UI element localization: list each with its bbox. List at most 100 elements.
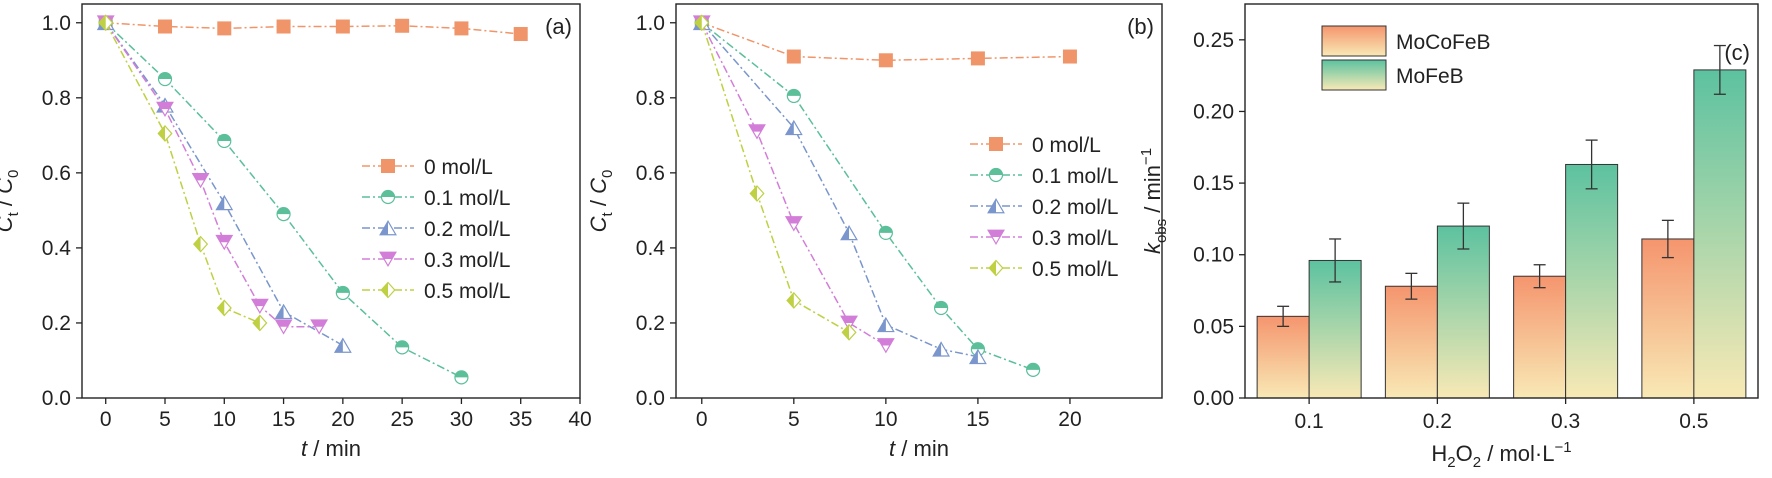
y-axis-label: Ct / C0 bbox=[586, 170, 616, 233]
data-point bbox=[784, 216, 803, 232]
legend-label: 0.2 mol/L bbox=[424, 218, 510, 241]
data-point bbox=[98, 14, 114, 32]
legend-label: 0.5 mol/L bbox=[1032, 258, 1118, 281]
x-tick-label: 40 bbox=[568, 408, 591, 431]
y-axis-label-sub: t bbox=[5, 211, 22, 216]
y-axis-label-mid: / bbox=[586, 194, 611, 212]
bar bbox=[1641, 238, 1695, 399]
x-tick-label: 35 bbox=[509, 408, 532, 431]
bar bbox=[1436, 225, 1490, 399]
x-tick-label: 0.2 bbox=[1423, 410, 1452, 433]
x-tick-label: 5 bbox=[159, 408, 171, 431]
panel-label: (c) bbox=[1724, 40, 1750, 65]
data-point bbox=[158, 19, 172, 34]
data-point bbox=[193, 235, 209, 253]
data-point bbox=[250, 298, 269, 315]
legend-marker bbox=[987, 198, 1005, 214]
panel-label: (b) bbox=[1127, 14, 1154, 39]
legend: MoCoFeB MoFeB bbox=[1321, 25, 1491, 91]
legend-marker bbox=[380, 189, 396, 205]
y-axis-label-sub: t bbox=[599, 211, 616, 216]
data-point bbox=[841, 323, 857, 341]
y-tick-label: 0.10 bbox=[1193, 244, 1234, 267]
data-point bbox=[933, 300, 949, 316]
y-axis-label-var: C bbox=[0, 216, 17, 232]
data-point bbox=[191, 173, 210, 189]
legend-swatch bbox=[1321, 59, 1387, 91]
data-point bbox=[513, 27, 528, 42]
y-tick-label: 0.0 bbox=[636, 387, 665, 410]
data-point bbox=[310, 319, 329, 335]
series-4 bbox=[694, 14, 857, 341]
y-tick-label: 0.15 bbox=[1193, 172, 1234, 195]
data-point bbox=[876, 338, 895, 354]
data-point bbox=[786, 292, 802, 309]
y-axis-label-sub2: 0 bbox=[599, 170, 616, 178]
x-axis-label-unit: / min bbox=[895, 436, 949, 461]
panel-label: (a) bbox=[545, 14, 572, 39]
y-axis-label-sup: −1 bbox=[1138, 148, 1155, 165]
series-1 bbox=[694, 15, 1041, 377]
bar bbox=[1565, 163, 1619, 399]
x-axis-label-var: t bbox=[301, 436, 308, 461]
x-tick-label: 0 bbox=[696, 408, 708, 431]
x-tick-label: 15 bbox=[272, 408, 295, 431]
x-axis-label: H2O2 / mol·L−1 bbox=[1431, 439, 1571, 471]
x-tick-label: 20 bbox=[331, 408, 354, 431]
y-tick-label: 0.20 bbox=[1193, 100, 1234, 123]
y-tick-label: 0.8 bbox=[42, 87, 71, 110]
series-line bbox=[701, 22, 887, 347]
data-point bbox=[840, 315, 858, 331]
series-4 bbox=[98, 14, 268, 332]
bar bbox=[1513, 275, 1567, 399]
chart-panel-c: 0.1 0.2 0.3 0.50.000.050.100.150.200.25H2O2… bbox=[1138, 3, 1759, 471]
data-point bbox=[748, 124, 766, 140]
data-point bbox=[215, 194, 234, 211]
x-tick-label: 0.1 bbox=[1295, 410, 1324, 433]
data-point bbox=[274, 303, 293, 320]
legend-marker bbox=[379, 220, 397, 236]
x-axis-label: t / min bbox=[301, 436, 361, 461]
x-axis-label-h: H bbox=[1431, 441, 1447, 466]
x-axis-label-unit: / mol·L bbox=[1481, 441, 1554, 466]
y-tick-label: 0.05 bbox=[1193, 315, 1234, 338]
data-point bbox=[840, 224, 858, 241]
data-point bbox=[157, 125, 173, 142]
y-tick-label: 0.2 bbox=[42, 312, 71, 335]
legend-label: 0.5 mol/L bbox=[424, 280, 510, 303]
legend-label: MoFeB bbox=[1396, 65, 1464, 88]
series-line bbox=[105, 22, 521, 35]
y-axis-label: kobs / min−1 bbox=[1138, 148, 1170, 254]
x-axis-label-sup: −1 bbox=[1554, 439, 1571, 456]
data-point bbox=[217, 21, 232, 36]
y-axis-label-mid: / bbox=[0, 194, 17, 212]
x-axis-label-unit: / min bbox=[307, 436, 361, 461]
legend-label: 0.2 mol/L bbox=[1032, 196, 1118, 219]
data-point bbox=[276, 207, 291, 222]
x-tick-label: 30 bbox=[450, 408, 473, 431]
series-line bbox=[701, 22, 1070, 62]
series-3 bbox=[96, 15, 329, 335]
legend-label: 0.1 mol/L bbox=[1032, 165, 1118, 188]
x-tick-label: 25 bbox=[390, 408, 413, 431]
x-axis-label-osub: 2 bbox=[1473, 454, 1481, 471]
data-point bbox=[1026, 362, 1041, 377]
plot-frame bbox=[675, 3, 1163, 399]
series-line bbox=[105, 22, 344, 347]
data-point bbox=[274, 319, 293, 335]
series-0 bbox=[694, 15, 1077, 68]
x-tick-label: 10 bbox=[874, 408, 897, 431]
y-tick-label: 0.0 bbox=[42, 387, 71, 410]
data-point bbox=[1062, 49, 1077, 64]
y-tick-label: 1.0 bbox=[636, 12, 665, 35]
y-tick-label: 0.00 bbox=[1193, 387, 1234, 410]
y-tick-label: 0.6 bbox=[636, 162, 665, 185]
bar bbox=[1384, 285, 1438, 399]
x-tick-label: 0 bbox=[100, 408, 112, 431]
series-line bbox=[105, 22, 261, 324]
data-point bbox=[276, 19, 291, 34]
legend-marker bbox=[987, 229, 1005, 245]
y-tick-label: 0.25 bbox=[1193, 29, 1234, 52]
data-point bbox=[968, 348, 987, 365]
